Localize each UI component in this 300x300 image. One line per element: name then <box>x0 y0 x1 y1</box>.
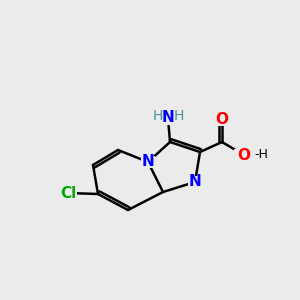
Text: O: O <box>215 112 229 128</box>
FancyBboxPatch shape <box>215 114 229 126</box>
Text: Cl: Cl <box>60 185 76 200</box>
Text: H: H <box>174 109 184 123</box>
FancyBboxPatch shape <box>153 111 183 125</box>
Text: H: H <box>153 109 163 123</box>
FancyBboxPatch shape <box>59 187 77 199</box>
Text: N: N <box>189 175 201 190</box>
FancyBboxPatch shape <box>141 156 155 168</box>
Text: N: N <box>162 110 174 125</box>
FancyBboxPatch shape <box>234 149 254 161</box>
Text: O: O <box>238 148 250 163</box>
FancyBboxPatch shape <box>188 176 202 188</box>
Text: N: N <box>142 154 154 169</box>
Text: -H: -H <box>254 148 268 161</box>
